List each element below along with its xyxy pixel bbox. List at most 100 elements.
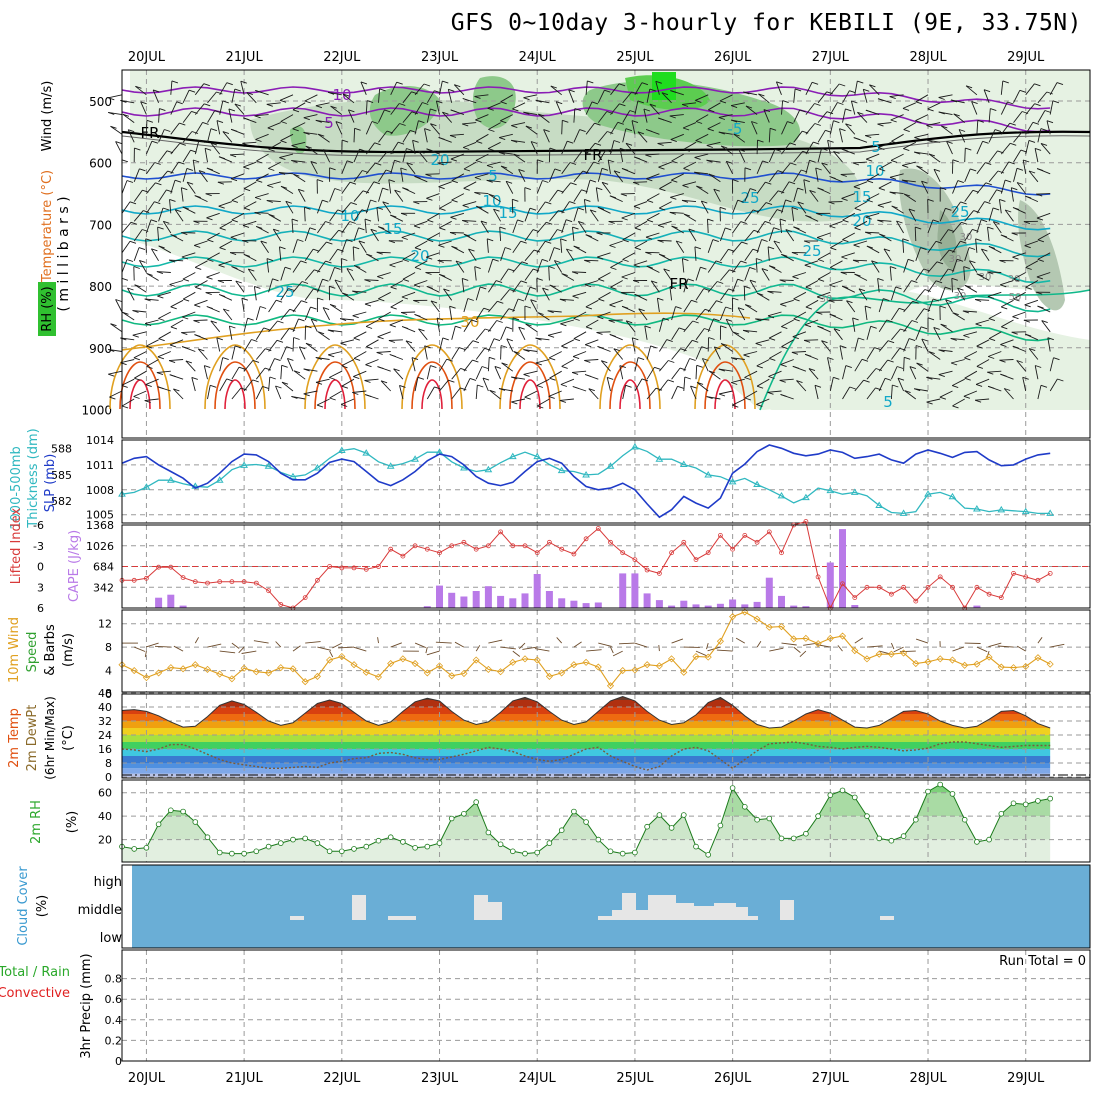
- rh-point: [619, 850, 626, 857]
- upper-wind-barb: [559, 298, 574, 301]
- upper-wind-barb: [952, 240, 961, 254]
- upper-wind-barb: [988, 207, 994, 222]
- surface-wind-barb: [454, 641, 465, 648]
- upper-wind-barb-flag: [704, 308, 712, 312]
- upper-wind-barb-flag: [439, 207, 446, 211]
- upper-wind-barb: [310, 161, 318, 175]
- upper-wind-barb: [255, 133, 269, 140]
- upper-wind-barb: [744, 390, 758, 399]
- upper-wind-barb-flag: [897, 377, 905, 381]
- upper-wind-barb-flag: [1001, 306, 1008, 310]
- upper-wind-barb: [500, 326, 507, 340]
- upper-wind-barb: [816, 232, 831, 239]
- upper-wind-barb: [573, 331, 587, 340]
- li-point: [632, 557, 638, 562]
- upper-wind-barb: [247, 268, 257, 281]
- upper-wind-barb: [108, 94, 123, 99]
- upper-wind-barb: [414, 377, 419, 392]
- upper-wind-barb-flag: [203, 83, 210, 87]
- wind-speed-point: [240, 664, 248, 672]
- upper-wind-barb-flag: [607, 131, 614, 134]
- upper-wind-barb-flag: [569, 162, 577, 165]
- upper-wind-barb: [853, 181, 868, 188]
- upper-wind-barb: [975, 319, 990, 325]
- wind-speed-point: [680, 668, 688, 676]
- cloud-bar: [622, 893, 636, 920]
- surface-wind-barb: [658, 645, 660, 652]
- upper-wind-barb: [133, 210, 144, 222]
- upper-wind-barb-flag: [512, 108, 519, 112]
- upper-wind-barb: [170, 80, 173, 95]
- upper-wind-barb-flag: [952, 385, 959, 389]
- upper-wind-barb: [524, 268, 534, 281]
- upper-wind-barb-flag: [175, 209, 182, 213]
- upper-wind-barb-flag: [185, 360, 193, 364]
- upper-wind-barb-flag: [644, 325, 651, 329]
- wind-speed-point: [741, 608, 749, 616]
- upper-wind-barb-flag: [596, 187, 603, 191]
- upper-wind-barb-flag: [425, 173, 432, 177]
- upper-wind-barb-flag: [840, 271, 847, 275]
- upper-wind-barb: [793, 187, 798, 202]
- upper-wind-barb-flag: [1035, 365, 1042, 368]
- temperature-unit-label: (°C): [61, 725, 76, 751]
- rh-tick-label: 60: [98, 787, 112, 800]
- upper-wind-barb-flag: [608, 159, 615, 163]
- upper-wind-barb-flag: [450, 158, 458, 162]
- upper-wind-barb: [1010, 187, 1014, 202]
- upper-wind-barb-flag: [364, 279, 371, 283]
- wind-speed-point: [497, 668, 505, 676]
- upper-wind-barb-flag: [858, 337, 865, 341]
- surface-wind-barb: [425, 646, 428, 654]
- surface-wind-barb: [706, 642, 709, 650]
- upper-wind-barb: [600, 360, 611, 372]
- upper-wind-barb: [707, 219, 709, 234]
- upper-wind-barb-flag: [206, 217, 213, 221]
- upper-wind-barb: [903, 320, 913, 333]
- upper-wind-barb-flag: [549, 284, 556, 288]
- upper-wind-barb-flag: [402, 259, 409, 262]
- upper-wind-barb: [862, 89, 868, 103]
- upper-wind-barb-flag: [971, 101, 978, 105]
- upper-wind-barb-flag: [851, 100, 858, 104]
- upper-wind-barb-flag: [204, 147, 212, 151]
- upper-wind-barb-flag: [756, 365, 763, 369]
- upper-wind-barb-flag: [928, 153, 936, 157]
- li-point: [217, 579, 223, 585]
- upper-wind-barb: [488, 301, 498, 313]
- contour-label: 15: [498, 204, 517, 222]
- upper-wind-barb-flag: [1057, 378, 1064, 382]
- contour-label: 25: [950, 203, 969, 221]
- upper-wind-barb-flag: [505, 326, 513, 330]
- upper-wind-barb-flag: [948, 229, 955, 233]
- rh-point: [754, 816, 760, 823]
- upper-wind-barb-flag: [670, 196, 677, 200]
- upper-wind-barb: [964, 247, 970, 261]
- upper-wind-barb-flag: [896, 366, 904, 369]
- upper-wind-barb-flag: [1010, 142, 1017, 146]
- upper-panel-frame: [121, 69, 1091, 439]
- upper-wind-barb: [169, 259, 184, 262]
- upper-wind-barb: [854, 81, 858, 95]
- upper-wind-barb: [430, 300, 440, 313]
- upper-wind-barb-flag: [891, 205, 898, 209]
- upper-wind-barb: [940, 323, 953, 333]
- upper-wind-barb-flag: [222, 357, 229, 361]
- upper-wind-barb-flag: [796, 380, 803, 384]
- rh-shading: [290, 126, 307, 154]
- upper-wind-barb: [713, 188, 721, 202]
- upper-wind-barb-flag: [305, 145, 312, 149]
- upper-wind-barb-flag: [195, 266, 202, 270]
- wind-speed-point: [716, 637, 724, 645]
- upper-wind-barb-flag: [682, 127, 690, 131]
- upper-wind-barb: [733, 133, 746, 143]
- upper-wind-barb-flag: [108, 97, 115, 101]
- upper-wind-barb: [347, 109, 355, 123]
- upper-wind-barb-flag: [891, 140, 898, 144]
- upper-wind-barb: [243, 360, 254, 372]
- upper-wind-barb: [1036, 193, 1051, 195]
- rh-point: [338, 848, 345, 855]
- upper-wind-barb: [511, 398, 526, 403]
- upper-wind-barb-flag: [287, 357, 294, 361]
- li-point: [730, 546, 735, 552]
